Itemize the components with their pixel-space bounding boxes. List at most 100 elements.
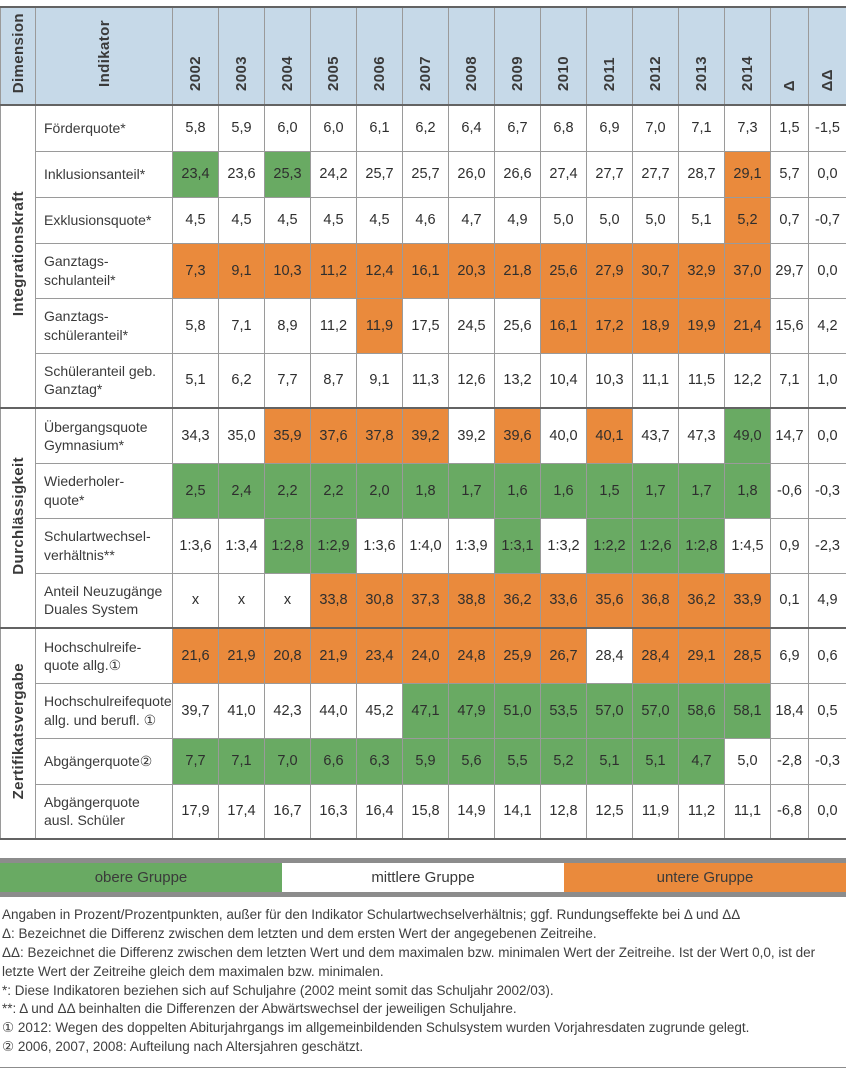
value-cell: 6,2 (219, 353, 265, 408)
value-cell: 1,5 (587, 463, 633, 518)
value-cell: 37,8 (357, 408, 403, 463)
value-cell: 37,3 (403, 573, 449, 628)
value-cell: 38,8 (449, 573, 495, 628)
value-cell: 6,0 (265, 105, 311, 151)
value-cell: 4,5 (219, 197, 265, 243)
value-cell: 17,9 (173, 784, 219, 839)
value-cell: x (219, 573, 265, 628)
legend: obere Gruppe mittlere Gruppe untere Grup… (0, 858, 846, 897)
value-cell: 27,7 (587, 151, 633, 197)
dimension-cell-durchlässigkeit: Durchlässigkeit (1, 408, 36, 628)
delta-cell: 15,6 (771, 298, 809, 353)
indicator-label: Hochschulreife- quote allg.① (44, 638, 141, 674)
value-cell: 6,0 (311, 105, 357, 151)
value-cell: 5,2 (541, 738, 587, 784)
year-label: 2013 (693, 56, 710, 91)
value-cell: 14,9 (449, 784, 495, 839)
value-cell: 45,2 (357, 683, 403, 738)
value-cell: 15,8 (403, 784, 449, 839)
value-cell: 33,8 (311, 573, 357, 628)
value-cell: 26,7 (541, 628, 587, 683)
col-header-year-2013: 2013 (679, 7, 725, 105)
delta-delta-cell: -2,3 (809, 518, 846, 573)
footnote-delta: Δ: Bezeichnet die Differenz zwischen dem… (2, 925, 844, 944)
year-label: 2014 (739, 56, 756, 91)
delta-delta-cell: -0,3 (809, 738, 846, 784)
year-label: 2005 (325, 56, 342, 91)
legend-mittlere-gruppe-label: mittlere Gruppe (371, 869, 474, 886)
legend-mittlere-gruppe: mittlere Gruppe (282, 863, 564, 892)
value-cell: 10,3 (587, 353, 633, 408)
value-cell: 6,3 (357, 738, 403, 784)
delta-delta-cell: -0,3 (809, 463, 846, 518)
indicator-cell: Inklusionsanteil* (36, 151, 173, 197)
value-cell: 4,7 (679, 738, 725, 784)
value-cell: 2,5 (173, 463, 219, 518)
value-cell: 8,9 (265, 298, 311, 353)
value-cell: 28,5 (725, 628, 771, 683)
delta-delta-cell: 0,5 (809, 683, 846, 738)
value-cell: 7,0 (633, 105, 679, 151)
value-cell: 41,0 (219, 683, 265, 738)
value-cell: 10,3 (265, 243, 311, 298)
value-cell: 11,9 (357, 298, 403, 353)
value-cell: 9,1 (357, 353, 403, 408)
value-cell: 5,0 (541, 197, 587, 243)
value-cell: 1,8 (725, 463, 771, 518)
indicator-cell: Abgängerquote② (36, 738, 173, 784)
value-cell: 11,3 (403, 353, 449, 408)
value-cell: 21,6 (173, 628, 219, 683)
value-cell: 36,2 (495, 573, 541, 628)
value-cell: 21,8 (495, 243, 541, 298)
indicator-label: Schulartwechsel- verhältnis** (44, 527, 151, 563)
value-cell: 25,3 (265, 151, 311, 197)
value-cell: 7,7 (265, 353, 311, 408)
year-label: 2004 (279, 56, 296, 91)
value-cell: 28,4 (633, 628, 679, 683)
value-cell: 5,8 (173, 105, 219, 151)
value-cell: 34,3 (173, 408, 219, 463)
value-cell: 1:2,6 (633, 518, 679, 573)
value-cell: 36,2 (679, 573, 725, 628)
value-cell: 7,0 (265, 738, 311, 784)
value-cell: 17,5 (403, 298, 449, 353)
value-cell: 2,2 (265, 463, 311, 518)
value-cell: 23,6 (219, 151, 265, 197)
value-cell: 11,9 (633, 784, 679, 839)
value-cell: 12,8 (541, 784, 587, 839)
value-cell: 23,4 (357, 628, 403, 683)
value-cell: 8,7 (311, 353, 357, 408)
value-cell: 1:2,2 (587, 518, 633, 573)
value-cell: 39,2 (449, 408, 495, 463)
value-cell: 7,7 (173, 738, 219, 784)
value-cell: 24,0 (403, 628, 449, 683)
value-cell: 21,9 (311, 628, 357, 683)
value-cell: 37,6 (311, 408, 357, 463)
indicator-cell: Hochschulreifequote allg. und berufl. ① (36, 683, 173, 738)
delta-delta-cell: 4,2 (809, 298, 846, 353)
indicator-label: Hochschulreifequote allg. und berufl. ① (44, 692, 172, 728)
value-cell: 57,0 (633, 683, 679, 738)
value-cell: 11,1 (725, 784, 771, 839)
value-cell: x (173, 573, 219, 628)
indicator-cell: Übergangsquote Gymnasium* (36, 408, 173, 463)
value-cell: 1:3,1 (495, 518, 541, 573)
col-header-year-2004: 2004 (265, 7, 311, 105)
value-cell: 1:2,8 (679, 518, 725, 573)
delta-cell: 14,7 (771, 408, 809, 463)
value-cell: 35,0 (219, 408, 265, 463)
value-cell: 21,9 (219, 628, 265, 683)
value-cell: 16,1 (541, 298, 587, 353)
value-cell: 7,3 (725, 105, 771, 151)
dimension-header-label: Dimension (10, 13, 27, 93)
indicator-cell: Abgängerquote ausl. Schüler (36, 784, 173, 839)
delta-cell: 0,9 (771, 518, 809, 573)
col-header-year-2011: 2011 (587, 7, 633, 105)
col-header-indicator: Indikator (36, 7, 173, 105)
value-cell: 1:4,0 (403, 518, 449, 573)
value-cell: 1:3,4 (219, 518, 265, 573)
